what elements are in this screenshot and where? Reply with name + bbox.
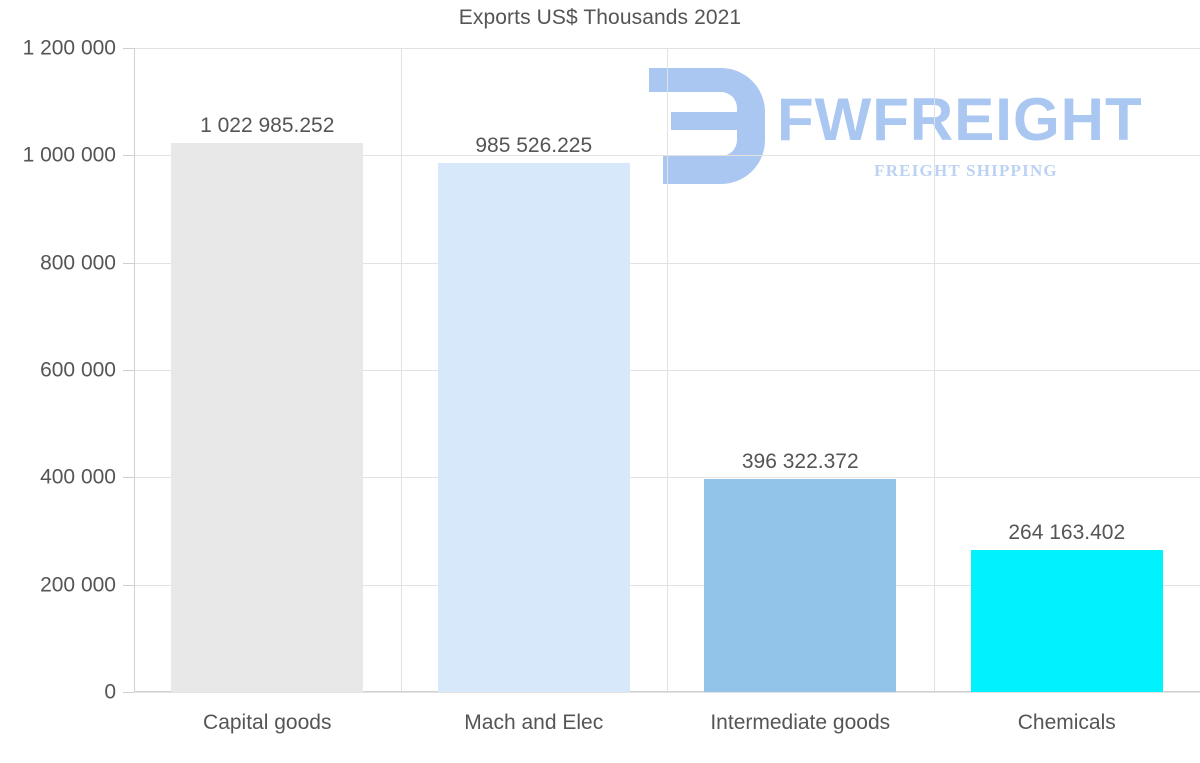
y-axis-tick-label: 1 000 000 <box>22 143 116 167</box>
y-axis-tick-mark <box>123 584 134 586</box>
bar-value-label: 396 322.372 <box>741 450 859 474</box>
y-axis-tick-mark <box>123 262 134 264</box>
gridline-vertical <box>667 48 668 692</box>
y-axis-tick-mark <box>123 155 134 157</box>
gridline-vertical <box>401 48 402 692</box>
bar[interactable] <box>704 479 897 692</box>
y-axis-line <box>134 48 135 692</box>
bar[interactable] <box>437 163 630 692</box>
y-axis-tick-label: 400 000 <box>40 465 116 489</box>
gridline-horizontal <box>134 692 1200 693</box>
y-axis-tick-mark <box>123 370 134 371</box>
y-axis-tick-label: 0 <box>104 680 116 704</box>
bar-value-label: 985 526.225 <box>475 134 593 158</box>
x-axis-tick-label: Capital goods <box>203 711 332 734</box>
x-axis-tick-label: Intermediate goods <box>710 711 891 734</box>
bar-value-label: 1 022 985.252 <box>200 113 335 137</box>
bar[interactable] <box>970 550 1163 692</box>
y-axis-tick-label: 1 200 000 <box>22 36 116 60</box>
plot-area: 1 022 985.252 985 526.225 396 322.372 264 1… <box>134 48 1200 693</box>
chart-title: Exports US$ Thousands 2021 <box>458 6 742 29</box>
x-axis-tick-label: Chemicals <box>1017 711 1116 734</box>
y-axis-tick-mark <box>123 48 134 49</box>
y-axis-tick-label: 600 000 <box>40 358 116 382</box>
x-axis-line <box>134 691 1200 692</box>
y-axis-tick-label: 200 000 <box>40 573 116 597</box>
y-axis-tick-mark <box>123 477 134 479</box>
bar[interactable] <box>171 143 364 692</box>
x-axis-tick-label: Mach and Elec <box>464 711 604 734</box>
y-axis-tick-mark <box>123 692 134 693</box>
bar-value-label: 264 163.402 <box>1008 521 1126 545</box>
gridline-vertical <box>934 48 935 692</box>
y-axis-tick-label: 800 000 <box>40 251 116 275</box>
